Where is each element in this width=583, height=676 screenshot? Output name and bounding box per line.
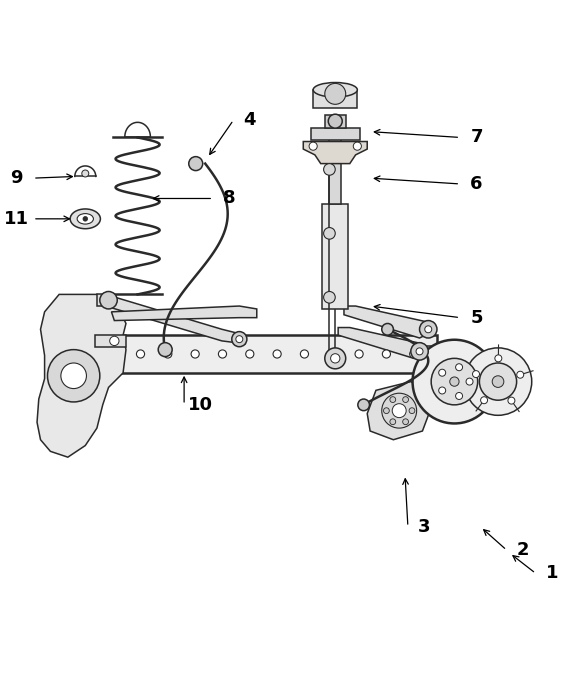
Circle shape — [420, 320, 437, 338]
Bar — [325, 115, 346, 128]
Text: 2: 2 — [517, 541, 529, 559]
Bar — [311, 128, 360, 141]
Text: 11: 11 — [4, 210, 29, 228]
Circle shape — [413, 340, 496, 423]
Circle shape — [324, 291, 335, 303]
Circle shape — [384, 408, 389, 414]
Circle shape — [245, 350, 254, 358]
Circle shape — [232, 332, 247, 347]
Circle shape — [455, 364, 462, 370]
Circle shape — [61, 363, 86, 389]
Circle shape — [328, 114, 342, 128]
Bar — [322, 204, 348, 309]
Text: 10: 10 — [188, 396, 213, 414]
Polygon shape — [106, 295, 245, 344]
Circle shape — [517, 371, 524, 378]
Circle shape — [236, 336, 243, 343]
Polygon shape — [303, 141, 367, 164]
Polygon shape — [367, 381, 431, 439]
Text: 7: 7 — [470, 128, 483, 147]
Circle shape — [219, 350, 227, 358]
Circle shape — [438, 369, 445, 377]
Circle shape — [47, 349, 100, 402]
Bar — [492, 370, 496, 393]
Circle shape — [300, 350, 308, 358]
Circle shape — [390, 397, 396, 402]
Text: 8: 8 — [223, 189, 236, 208]
Circle shape — [136, 350, 145, 358]
Circle shape — [472, 370, 479, 378]
Ellipse shape — [77, 214, 93, 224]
Polygon shape — [37, 295, 126, 457]
Text: 6: 6 — [470, 175, 483, 193]
Circle shape — [492, 376, 504, 387]
Circle shape — [508, 397, 515, 404]
Circle shape — [191, 350, 199, 358]
Circle shape — [382, 324, 394, 335]
Text: 1: 1 — [546, 564, 559, 583]
Circle shape — [449, 377, 459, 386]
Bar — [106, 335, 437, 373]
Circle shape — [411, 343, 429, 360]
Circle shape — [431, 358, 477, 405]
Text: 3: 3 — [418, 518, 430, 536]
Circle shape — [403, 419, 409, 425]
Circle shape — [189, 157, 203, 170]
Circle shape — [480, 397, 487, 404]
Circle shape — [455, 393, 462, 400]
Circle shape — [325, 83, 346, 104]
Circle shape — [464, 348, 532, 415]
Circle shape — [438, 387, 445, 394]
Polygon shape — [95, 335, 126, 347]
Bar — [329, 137, 341, 204]
Circle shape — [409, 408, 415, 414]
Circle shape — [324, 164, 335, 175]
Circle shape — [403, 397, 409, 402]
Circle shape — [324, 228, 335, 239]
Circle shape — [328, 350, 336, 358]
Circle shape — [83, 216, 87, 221]
Circle shape — [382, 393, 417, 428]
Circle shape — [466, 378, 473, 385]
Circle shape — [309, 142, 317, 150]
Circle shape — [390, 419, 396, 425]
Circle shape — [358, 399, 370, 410]
Circle shape — [164, 350, 172, 358]
Ellipse shape — [313, 82, 357, 97]
Circle shape — [382, 350, 391, 358]
Circle shape — [273, 350, 281, 358]
Circle shape — [353, 142, 361, 150]
Circle shape — [100, 291, 117, 309]
Circle shape — [82, 170, 89, 177]
Polygon shape — [97, 295, 114, 306]
Circle shape — [325, 348, 346, 369]
Circle shape — [479, 363, 517, 400]
Text: 5: 5 — [470, 309, 483, 327]
Text: 9: 9 — [10, 169, 23, 187]
Circle shape — [495, 355, 502, 362]
Circle shape — [410, 350, 418, 358]
Circle shape — [331, 354, 340, 363]
Polygon shape — [344, 306, 434, 338]
Circle shape — [158, 343, 172, 357]
Circle shape — [355, 350, 363, 358]
Ellipse shape — [70, 209, 100, 228]
Polygon shape — [338, 328, 423, 358]
Bar — [313, 90, 357, 108]
Circle shape — [416, 348, 423, 355]
Circle shape — [101, 295, 110, 305]
Circle shape — [110, 336, 119, 345]
Polygon shape — [111, 306, 257, 320]
Bar — [420, 345, 457, 360]
Text: 4: 4 — [244, 111, 256, 129]
Circle shape — [425, 326, 432, 333]
Circle shape — [392, 404, 406, 418]
